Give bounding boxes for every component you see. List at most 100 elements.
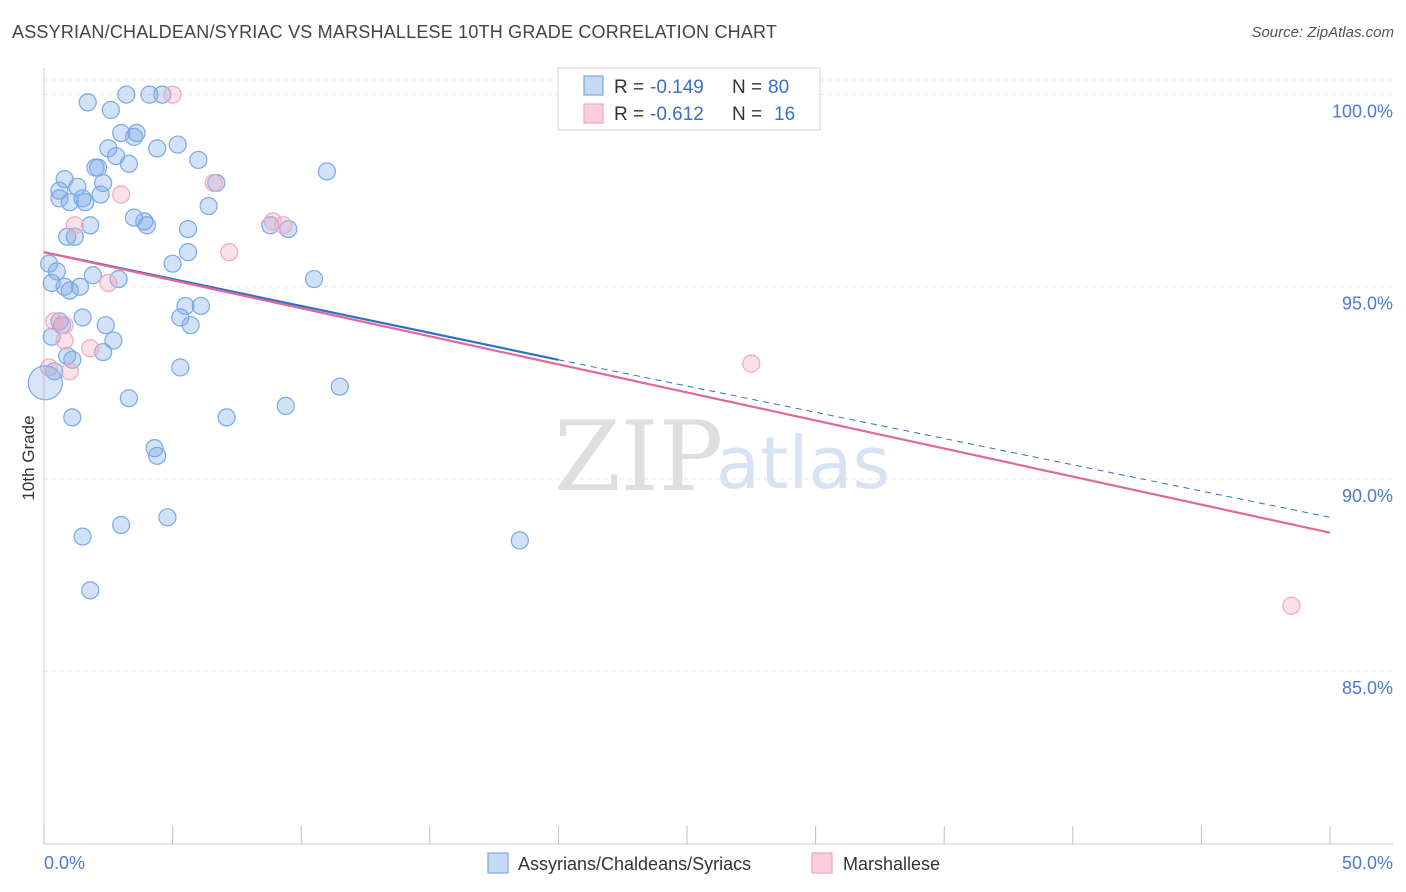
x-tick-label-max: 50.0% (1342, 853, 1393, 873)
point-s0-34 (99, 139, 118, 158)
point-s0-5 (50, 189, 69, 208)
point-s0-29 (88, 158, 108, 177)
point-s0-19 (70, 277, 90, 296)
point-s0-43 (119, 154, 138, 173)
legend-swatch-marshallese (583, 103, 604, 124)
legend-n-label-1: N = (732, 77, 762, 98)
y-tick-label-0: 100.0% (1332, 102, 1393, 122)
y-axis-title: 10th Grade (19, 415, 38, 500)
point-s1-2 (55, 331, 74, 350)
point-s0-71 (304, 269, 324, 289)
point-s0-54 (158, 508, 177, 527)
point-s0-62 (181, 316, 200, 335)
point-s0-6 (50, 181, 69, 200)
point-s1-8 (112, 185, 131, 204)
point-s0-72 (317, 162, 337, 181)
point-s0-55 (163, 254, 182, 273)
point-s0-60 (178, 243, 198, 262)
point-s0-21 (73, 308, 92, 327)
point-s0-large (27, 365, 63, 401)
point-s0-57 (171, 308, 190, 327)
point-s0-46 (127, 123, 146, 143)
series-legend: Assyrians/Chaldeans/Syriacs Marshallese (487, 852, 940, 874)
series-swatch-marshallese (811, 852, 833, 874)
point-s0-48 (137, 216, 156, 235)
point-s0-15 (63, 350, 82, 369)
source-credit: Source: ZipAtlas.com (1251, 24, 1394, 41)
point-s0-4 (47, 262, 66, 281)
legend-r-label-2: R = (614, 104, 644, 125)
y-tick-label-2: 90.0% (1342, 486, 1393, 506)
y-tick-label-1: 95.0% (1342, 294, 1393, 314)
legend-swatch-assyrian (583, 75, 604, 96)
point-s0-33 (96, 316, 115, 335)
point-s0-69 (276, 396, 295, 415)
point-s0-0 (40, 254, 59, 273)
point-s0-23 (76, 193, 95, 212)
y-tick-label-3: 85.0% (1342, 678, 1393, 698)
legend-r-value-1: -0.149 (650, 77, 704, 98)
point-s0-35 (101, 100, 120, 120)
point-s1-13 (274, 216, 293, 235)
series-swatch-assyrian (487, 852, 509, 874)
point-s0-27 (83, 266, 102, 285)
legend-n-value-2: 16 (774, 104, 795, 125)
watermark: ZIP atlas (554, 401, 890, 513)
axes (43, 68, 1393, 845)
point-s0-16 (63, 408, 82, 427)
point-s0-73 (330, 377, 349, 396)
point-s0-36 (104, 331, 123, 350)
watermark-atlas: atlas (716, 421, 890, 505)
point-s0-59 (176, 296, 195, 316)
point-s0-52 (148, 139, 167, 158)
point-s0-67 (217, 408, 236, 427)
point-s0-53 (153, 85, 172, 104)
point-s0-26 (81, 581, 100, 600)
point-s1-5 (65, 216, 84, 235)
point-s1-6 (81, 339, 100, 358)
point-s0-74 (510, 531, 529, 550)
point-s1-15 (1282, 596, 1301, 615)
point-s0-40 (112, 515, 131, 535)
point-s1-4 (60, 362, 79, 381)
point-s0-56 (168, 135, 187, 154)
point-s1-7 (99, 273, 118, 293)
legend-r-value-2: -0.612 (650, 104, 704, 125)
point-s1-9 (163, 85, 182, 104)
point-s0-25 (81, 216, 100, 235)
point-s0-38 (109, 269, 128, 289)
point-s1-3 (55, 316, 74, 335)
point-s1-14 (742, 354, 761, 373)
correlation-legend: R = -0.149 N = 80 R = -0.612 N = 16 (557, 67, 821, 131)
point-s0-65 (199, 196, 218, 216)
data-points (27, 85, 1301, 615)
point-s1-11 (220, 243, 239, 262)
point-s0-31 (94, 173, 113, 193)
x-tick-label-min: 0.0% (44, 853, 85, 873)
y-tick-labels: 100.0% 95.0% 90.0% 85.0% (1332, 102, 1393, 698)
point-s0-13 (60, 281, 79, 300)
point-s0-41 (117, 85, 136, 104)
point-s1-10 (204, 173, 223, 193)
legend-r-label-1: R = (614, 77, 644, 98)
point-s0-58 (171, 358, 190, 377)
watermark-zip: ZIP (554, 401, 723, 513)
point-s1-0 (40, 358, 59, 377)
point-s0-22 (73, 527, 92, 546)
point-s0-42 (119, 389, 138, 408)
point-s1-12 (263, 212, 283, 231)
point-s0-63 (189, 150, 208, 170)
point-s0-18 (68, 177, 87, 196)
legend-n-value-1: 80 (768, 77, 789, 98)
chart-title: ASSYRIAN/CHALDEAN/SYRIAC VS MARSHALLESE … (12, 22, 778, 42)
point-s0-49 (140, 85, 159, 104)
point-s0-30 (91, 185, 110, 204)
trend-line-marshallese (43, 251, 1331, 534)
point-s0-24 (78, 93, 97, 112)
grid-lines (44, 79, 1393, 672)
trend-lines (43, 251, 1331, 534)
legend-n-label-2: N = (732, 104, 762, 125)
point-s0-51 (148, 446, 167, 465)
point-s0-61 (178, 219, 198, 239)
